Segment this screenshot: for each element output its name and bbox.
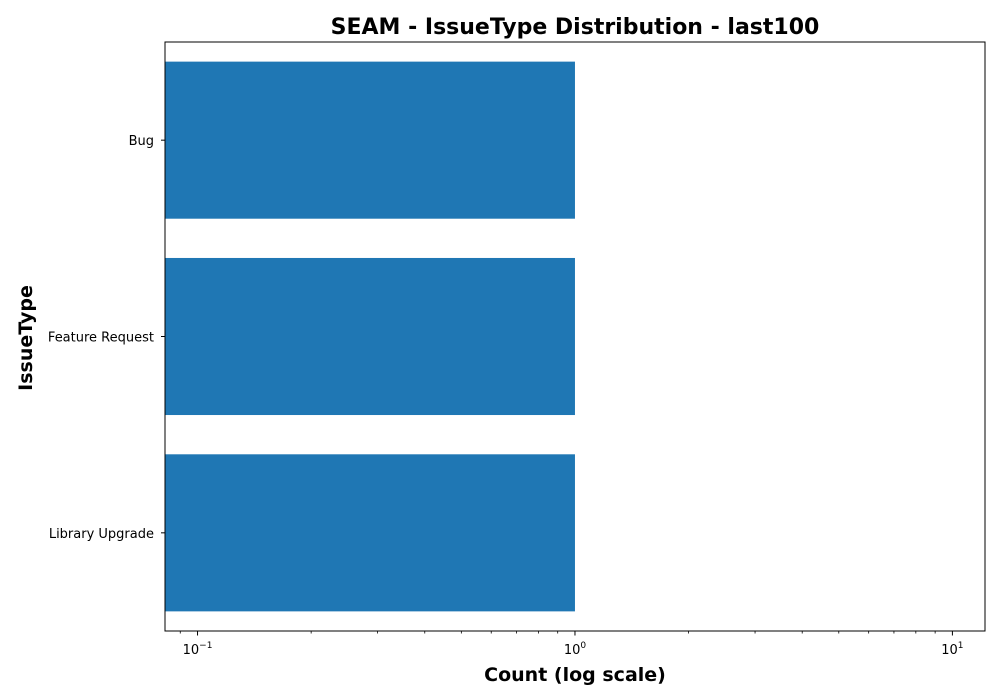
bar-2 xyxy=(165,454,575,612)
chart-title: SEAM - IssueType Distribution - last100 xyxy=(331,15,820,40)
bar-0 xyxy=(165,61,575,219)
y-axis-label: IssueType xyxy=(15,285,37,391)
x-tick-label: 101 xyxy=(941,641,963,658)
bars-group xyxy=(165,61,575,612)
y-tick-label: Library Upgrade xyxy=(49,527,154,542)
x-tick-label: 10−1 xyxy=(183,641,213,658)
x-axis-ticks: 10−1 100 101 xyxy=(179,631,964,658)
x-axis-label: Count (log scale) xyxy=(484,664,666,686)
bar-1 xyxy=(165,257,575,416)
x-tick-label: 100 xyxy=(564,641,587,658)
y-tick-label: Feature Request xyxy=(48,331,154,346)
y-tick-label: Bug xyxy=(129,134,154,149)
y-axis-ticks: Bug Feature Request Library Upgrade xyxy=(48,134,165,542)
